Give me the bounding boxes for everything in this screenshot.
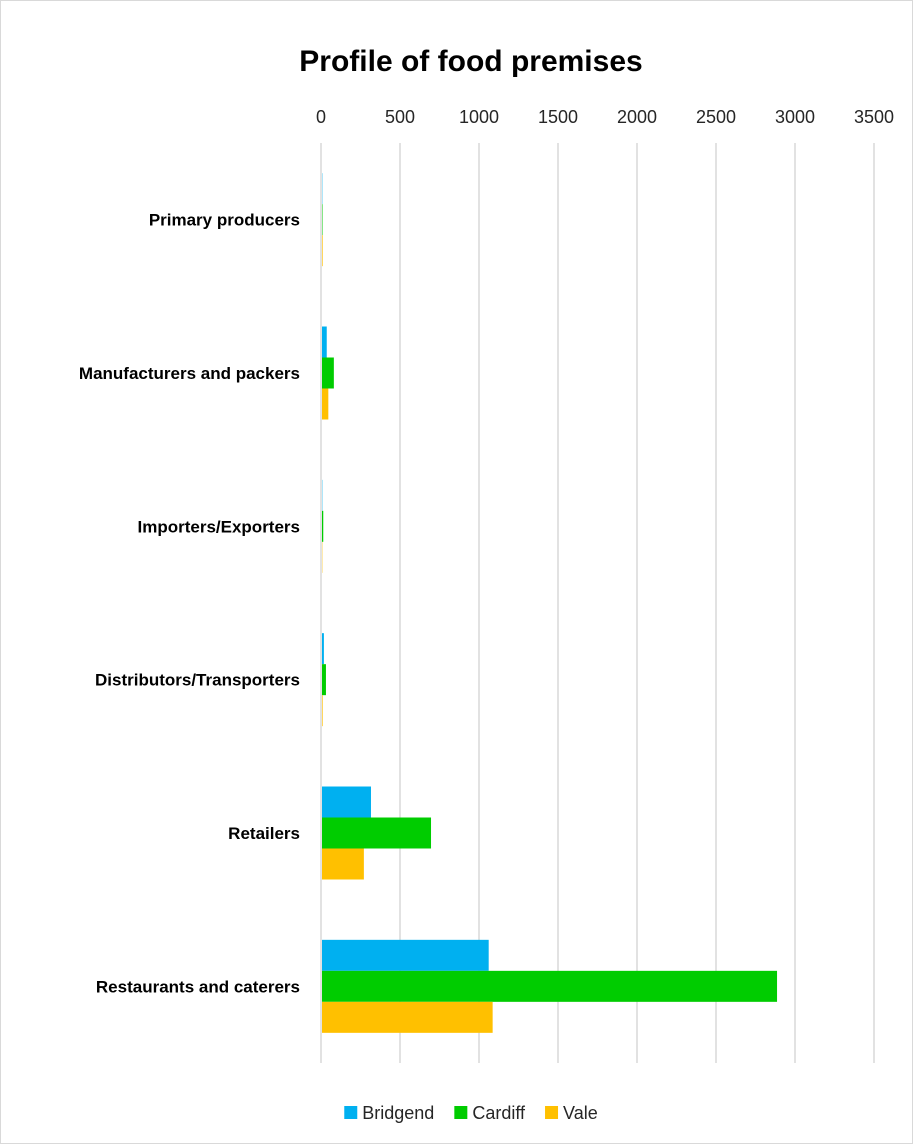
x-tick-label: 500: [385, 107, 415, 127]
bars: [322, 173, 778, 1033]
legend-label-vale: Vale: [563, 1103, 598, 1123]
category-label: Manufacturers and packers: [79, 364, 300, 383]
category-label: Importers/Exporters: [138, 517, 301, 536]
x-tick-label: 0: [316, 107, 326, 127]
x-tick-label: 2500: [696, 107, 736, 127]
legend-label-bridgend: Bridgend: [362, 1103, 434, 1123]
bar-vale-4: [322, 848, 364, 880]
legend-swatch-cardiff: [454, 1106, 468, 1119]
bar-cardiff-4: [322, 817, 432, 849]
chart-title: Profile of food premises: [299, 45, 642, 78]
bar-bridgend-3: [322, 633, 324, 665]
x-tick-label: 1000: [459, 107, 499, 127]
legend-swatch-bridgend: [344, 1106, 358, 1119]
category-label: Distributors/Transporters: [95, 671, 300, 690]
gridlines: [320, 143, 875, 1063]
bar-cardiff-3: [322, 664, 326, 696]
bar-cardiff-2: [322, 510, 324, 542]
category-label: Primary producers: [149, 211, 300, 230]
x-tick-label: 1500: [538, 107, 578, 127]
legend: Bridgend Cardiff Vale: [344, 1103, 598, 1123]
x-axis-ticks: 0 500 1000 1500 2000 2500 3000 3500: [316, 107, 894, 127]
legend-label-cardiff: Cardiff: [472, 1103, 526, 1123]
category-labels: Primary producers Manufacturers and packe…: [79, 211, 300, 997]
bar-vale-1: [322, 388, 329, 420]
bar-bridgend-5: [322, 939, 489, 971]
bar-vale-3: [322, 695, 323, 727]
x-tick-label: 3500: [854, 107, 894, 127]
bar-vale-5: [322, 1001, 493, 1033]
bar-bridgend-1: [322, 326, 327, 358]
category-label: Restaurants and caterers: [96, 977, 300, 996]
x-tick-label: 2000: [617, 107, 657, 127]
legend-swatch-vale: [545, 1106, 559, 1119]
bar-vale-0: [322, 235, 323, 267]
category-label: Retailers: [228, 824, 300, 843]
bar-bridgend-4: [322, 786, 371, 818]
bar-cardiff-5: [322, 970, 778, 1002]
x-tick-label: 3000: [775, 107, 815, 127]
bar-cardiff-1: [322, 357, 334, 389]
